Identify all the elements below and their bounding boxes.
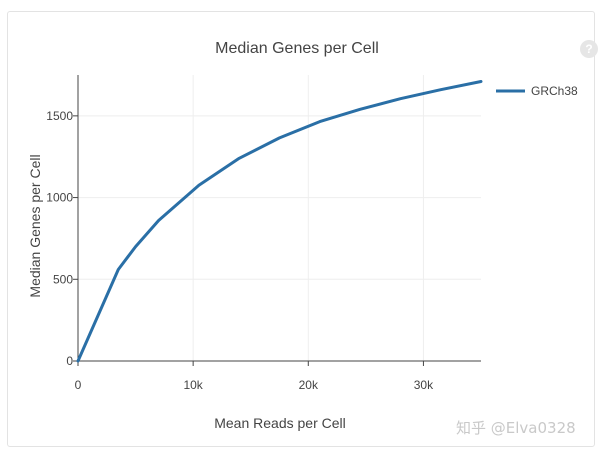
x-tick-label: 10k (183, 378, 203, 392)
y-tick-label: 0 (66, 354, 73, 368)
axis-ticks: 0 500 1000 1500 0 10k 20k 30k (46, 109, 434, 392)
chart-card: Median Genes per Cell ? (7, 11, 598, 447)
help-icon[interactable]: ? (580, 40, 598, 58)
x-tick-label: 20k (299, 378, 319, 392)
y-axis-title: Median Genes per Cell (27, 154, 43, 297)
watermark: 知乎 @Elva0328 (456, 419, 576, 437)
x-tick-label: 0 (75, 378, 82, 392)
x-axis-title: Mean Reads per Cell (214, 415, 346, 431)
grid-lines (78, 75, 481, 361)
series-line-grch38[interactable] (76, 80, 483, 363)
y-tick-label: 1500 (46, 109, 73, 123)
x-tick-label: 30k (414, 378, 434, 392)
y-tick-label: 1000 (46, 191, 73, 205)
y-tick-label: 500 (53, 272, 73, 286)
series-lines (76, 80, 483, 363)
chart-title: Median Genes per Cell (215, 40, 379, 57)
legend[interactable]: GRCh38 (496, 84, 578, 98)
legend-label-grch38: GRCh38 (531, 84, 578, 98)
